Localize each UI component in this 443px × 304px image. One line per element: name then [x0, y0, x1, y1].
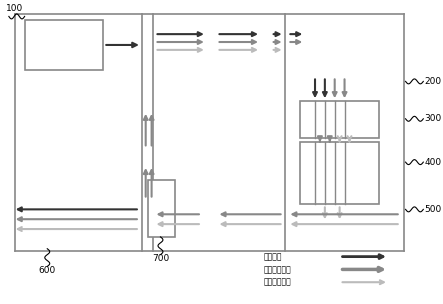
Text: 污染气体: 污染气体: [264, 252, 282, 261]
Text: 600: 600: [39, 266, 56, 275]
Text: 400: 400: [424, 157, 441, 167]
Text: 500: 500: [424, 205, 442, 214]
Text: 多级净化气体: 多级净化气体: [264, 278, 291, 287]
Text: 一级净化气体: 一级净化气体: [264, 265, 291, 274]
Bar: [300, 142, 379, 204]
Text: 100: 100: [6, 5, 23, 13]
Bar: [300, 101, 379, 139]
Bar: [148, 180, 175, 237]
Text: 200: 200: [424, 77, 441, 86]
Bar: [25, 20, 103, 70]
Text: 700: 700: [152, 254, 169, 263]
Text: 300: 300: [424, 114, 442, 123]
